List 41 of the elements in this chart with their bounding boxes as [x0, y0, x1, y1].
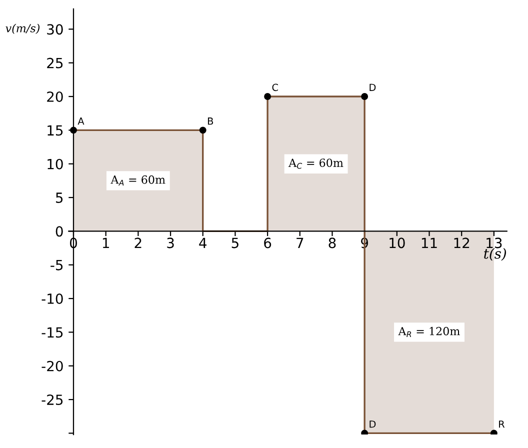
x-axis-title: t(s)	[484, 248, 506, 261]
x-tick-label: 4	[199, 238, 206, 248]
annotation: D	[370, 420, 376, 428]
point	[199, 126, 206, 134]
y-tick-label: 25	[47, 58, 63, 68]
annotation: A	[78, 118, 84, 125]
y-tick-label: -25	[42, 394, 63, 406]
y-tick-label: -5	[50, 260, 63, 270]
y-tick-label: 15	[48, 125, 63, 136]
annotation: A$_{C}$ = 60m	[288, 158, 344, 169]
annotation: A$_{R}$ = 120m	[398, 326, 460, 338]
annotation: A$_{A}$ = 60m	[110, 175, 166, 186]
annotation: D	[370, 84, 376, 91]
y-tick-label: -15	[42, 327, 63, 338]
annotation: R	[499, 420, 505, 428]
x-tick-label: 13	[486, 238, 502, 248]
x-tick-label: 10	[390, 238, 405, 248]
y-tick-label: -10	[42, 294, 63, 304]
annotation: B	[208, 118, 214, 125]
point	[361, 430, 368, 435]
x-tick-label: 11	[422, 238, 437, 248]
annotation: C	[272, 84, 278, 92]
y-tick-label: 30	[47, 24, 63, 35]
y-tick-label: 10	[48, 158, 63, 170]
x-tick-label: 3	[167, 238, 174, 248]
x-tick-label: 6	[264, 238, 272, 248]
point	[264, 93, 272, 100]
y-tick-label: 5	[56, 192, 63, 203]
x-tick-label: 8	[328, 238, 336, 248]
x-tick-label: 5	[232, 238, 238, 248]
x-tick-label: 2	[134, 238, 142, 248]
point	[361, 93, 368, 100]
y-tick-label: 20	[47, 91, 63, 102]
x-tick-label: 12	[454, 238, 470, 248]
y-tick-label: -20	[42, 360, 63, 372]
y-axis-title: v(m/s)	[6, 24, 40, 34]
x-tick-label: 1	[102, 238, 109, 248]
x-tick-label: 7	[296, 238, 304, 248]
point	[70, 126, 77, 134]
y-tick-label: 0	[56, 226, 63, 237]
point	[490, 430, 498, 435]
